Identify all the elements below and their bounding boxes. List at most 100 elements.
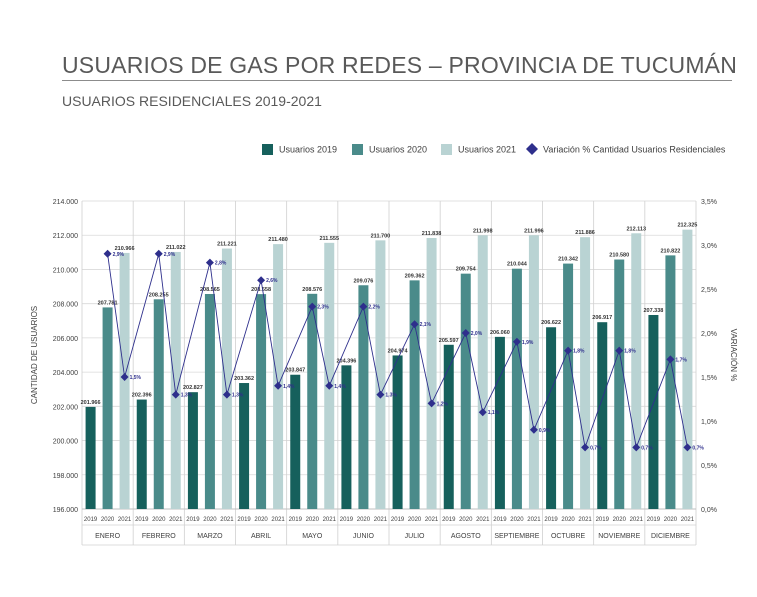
year-tick-label: 2021: [476, 517, 490, 523]
month-label: SEPTIEMBRE: [494, 533, 539, 540]
variation-marker: [632, 443, 641, 452]
variation-label: 2,1%: [420, 322, 432, 328]
variation-label: 0,9%: [539, 428, 551, 434]
bar-usuarios-2020: [665, 255, 676, 509]
variation-label: 2,9%: [164, 252, 176, 258]
legend-label-1: Usuarios 2020: [369, 145, 427, 155]
bar-usuarios-2021: [170, 251, 181, 509]
variation-marker: [308, 302, 317, 311]
y2-tick-label: 0,0%: [701, 507, 717, 514]
bar-value-label: 206.622: [541, 320, 561, 326]
bar-value-label: 203.362: [234, 376, 254, 382]
y2-tick-label: 0,5%: [701, 463, 717, 470]
bar-value-label: 208.558: [251, 287, 271, 293]
year-tick-label: 2019: [493, 517, 507, 523]
bar-usuarios-2021: [528, 235, 539, 510]
bar-usuarios-2019: [290, 374, 301, 509]
year-tick-label: 2021: [118, 517, 132, 523]
bar-usuarios-2021: [682, 229, 693, 509]
legend-swatch-0: [262, 144, 273, 155]
variation-marker: [376, 390, 385, 399]
year-tick-label: 2020: [254, 517, 268, 523]
year-tick-label: 2021: [630, 517, 644, 523]
bar-value-label: 211.480: [268, 237, 288, 243]
year-tick-label: 2021: [220, 517, 234, 523]
y2-tick-label: 1,0%: [701, 419, 717, 426]
bar-usuarios-2021: [477, 235, 488, 509]
bar-value-label: 211.998: [473, 228, 493, 234]
bar-usuarios-2020: [102, 307, 113, 509]
variation-label: 2,6%: [266, 278, 278, 284]
variation-label: 0,7%: [590, 445, 602, 451]
bar-usuarios-2019: [239, 383, 250, 509]
bar-value-label: 211.838: [422, 231, 442, 237]
year-tick-label: 2021: [271, 517, 285, 523]
bar-usuarios-2019: [648, 314, 659, 509]
bar-value-label: 211.022: [166, 245, 186, 251]
bar-value-label: 209.362: [405, 273, 425, 279]
variation-marker: [427, 399, 436, 408]
variation-label: 1,3%: [232, 393, 244, 399]
variation-label: 1,9%: [522, 340, 534, 346]
bar-usuarios-2019: [546, 327, 557, 509]
bar-usuarios-2019: [597, 322, 608, 509]
bar-usuarios-2021: [426, 237, 437, 510]
bar-usuarios-2021: [221, 248, 232, 510]
variation-marker: [171, 390, 180, 399]
y2-tick-label: 3,5%: [701, 199, 717, 206]
variation-label: 1,3%: [385, 393, 397, 399]
y-tick-label: 212.000: [53, 233, 78, 240]
y-tick-label: 206.000: [53, 336, 78, 343]
year-tick-label: 2019: [596, 517, 610, 523]
year-tick-label: 2019: [340, 517, 354, 523]
bar-usuarios-2020: [358, 285, 369, 509]
variation-marker: [257, 276, 266, 285]
bar-value-label: 208.255: [149, 292, 169, 298]
year-tick-label: 2019: [442, 517, 456, 523]
legend-swatch-1: [352, 144, 363, 155]
legend-swatch-2: [441, 144, 452, 155]
year-tick-label: 2021: [681, 517, 695, 523]
year-tick-label: 2019: [135, 517, 149, 523]
variation-marker: [564, 346, 573, 355]
bar-value-label: 202.827: [183, 385, 203, 391]
variation-label: 1,7%: [675, 357, 687, 363]
bar-value-label: 212.113: [626, 226, 646, 232]
bar-value-label: 207.781: [98, 300, 118, 306]
bar-value-label: 203.847: [285, 368, 305, 374]
variation-marker: [222, 390, 231, 399]
year-tick-label: 2020: [306, 517, 320, 523]
year-tick-label: 2020: [510, 517, 524, 523]
year-tick-label: 2021: [527, 517, 541, 523]
y2-axis-title: VARIACIÓN %: [729, 329, 738, 382]
variation-marker: [325, 381, 334, 390]
month-label: AGOSTO: [451, 533, 481, 540]
year-tick-label: 2021: [323, 517, 337, 523]
bar-value-label: 210.966: [115, 246, 135, 252]
legend-label-2: Usuarios 2021: [458, 145, 516, 155]
bar-usuarios-2021: [580, 237, 591, 509]
variation-label: 1,3%: [181, 393, 193, 399]
variation-label: 2,8%: [215, 261, 227, 267]
year-tick-label: 2020: [101, 517, 115, 523]
variation-marker: [410, 320, 419, 329]
month-label: ENERO: [95, 533, 120, 540]
bar-usuarios-2020: [204, 293, 215, 509]
y-tick-label: 202.000: [53, 404, 78, 411]
variation-marker: [581, 443, 590, 452]
year-tick-label: 2020: [613, 517, 627, 523]
month-label: ABRIL: [251, 533, 271, 540]
bar-value-label: 211.221: [217, 242, 237, 248]
month-label: MARZO: [197, 533, 223, 540]
year-tick-label: 2019: [289, 517, 303, 523]
variation-marker: [274, 381, 283, 390]
variation-label: 1,5%: [130, 375, 142, 381]
variation-marker: [512, 337, 521, 346]
variation-marker: [120, 373, 129, 381]
year-tick-label: 2020: [408, 517, 422, 523]
variation-label: 1,4%: [334, 384, 346, 390]
y-tick-label: 198.000: [53, 473, 78, 480]
y-tick-label: 208.000: [53, 302, 78, 309]
y2-tick-label: 2,0%: [701, 331, 717, 338]
